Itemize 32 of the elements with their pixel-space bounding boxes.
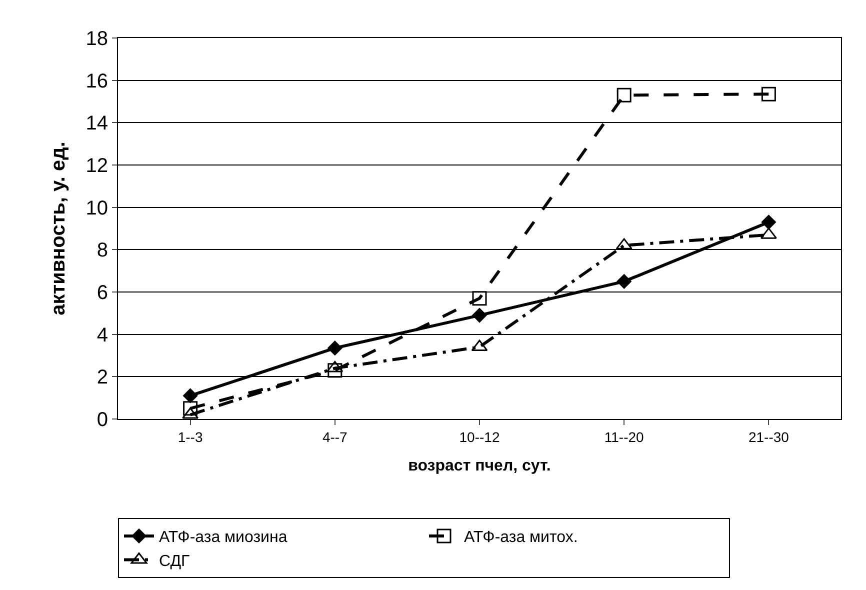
x-tick-label: 10--12 <box>459 428 500 445</box>
x-tick-label: 1--3 <box>178 428 203 445</box>
y-axis-title: активность, у. ед. <box>47 142 70 316</box>
point <box>326 360 344 372</box>
legend-label: АТФ-аза миозина <box>159 529 288 546</box>
point <box>471 340 488 352</box>
point <box>183 401 198 416</box>
point <box>328 340 342 356</box>
x-tick-label: 11--20 <box>604 428 644 445</box>
y-tick-label: 2 <box>96 366 108 389</box>
x-tick-label: 21--30 <box>748 428 790 445</box>
x-tick-label: 4--7 <box>322 428 348 445</box>
y-tick-label: 6 <box>96 282 108 304</box>
legend-label: СДГ <box>159 553 190 570</box>
point <box>183 388 198 403</box>
y-tick-label: 0 <box>96 409 108 431</box>
y-tick-label: 18 <box>86 28 108 50</box>
y-tick-label: 16 <box>86 70 108 92</box>
y-tick-label: 4 <box>96 324 108 346</box>
point <box>472 291 487 306</box>
x-axis-title: возраст пчел, сут. <box>408 458 551 474</box>
point <box>761 214 776 230</box>
y-tick-label: 12 <box>86 155 108 177</box>
point <box>472 308 487 323</box>
point <box>328 363 342 378</box>
y-tick-label: 14 <box>86 112 108 135</box>
point <box>761 86 776 102</box>
legend-label: АТФ-аза митох. <box>464 529 578 546</box>
point <box>616 274 632 289</box>
y-tick-label: 8 <box>96 240 108 262</box>
y-tick-label: 10 <box>86 197 108 220</box>
point <box>616 88 632 102</box>
